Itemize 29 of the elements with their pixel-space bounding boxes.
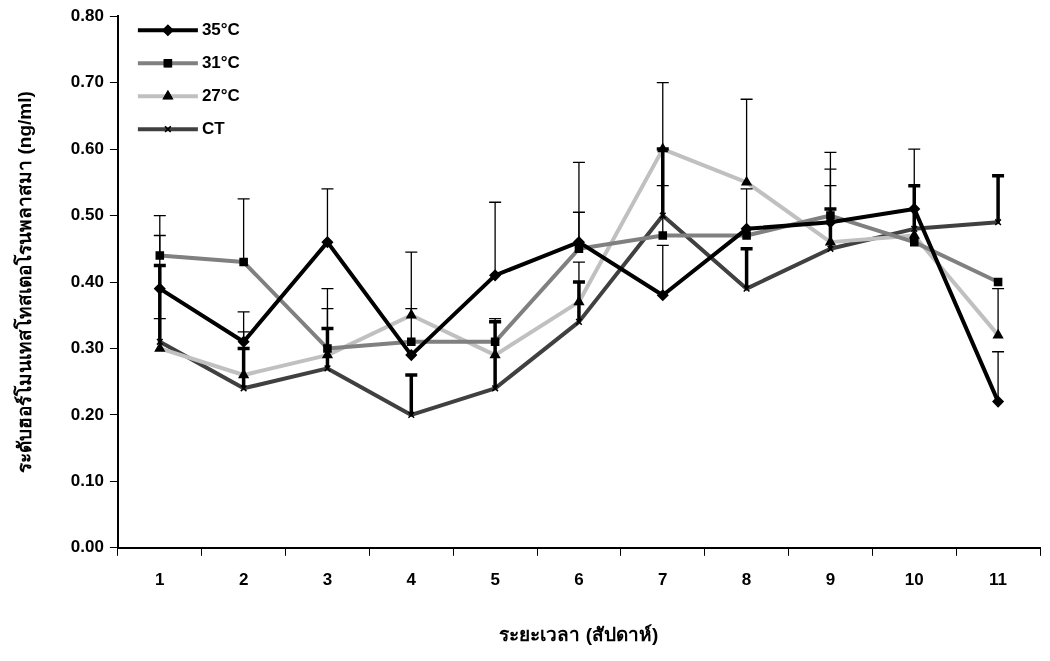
- x-tick-label: 9: [825, 569, 836, 589]
- legend-label: 35°C: [201, 19, 240, 39]
- x-tick-label: 1: [155, 569, 165, 589]
- legend-label: 31°C: [201, 52, 240, 72]
- y-tick-label: 0.00: [70, 537, 104, 557]
- y-tick-label: 0.80: [70, 5, 104, 25]
- y-axis-title: ระดับฮอร์โมนเทสโทสเตอโรนพลาสมา (ng/ml): [12, 91, 35, 473]
- point: [321, 236, 334, 248]
- point: [657, 289, 669, 302]
- x-tick-label: 4: [406, 569, 417, 589]
- x-tick-label: 2: [238, 569, 249, 589]
- x-tick-label: 8: [741, 569, 752, 589]
- y-tick-label: 0.60: [70, 138, 104, 158]
- x-tick-label: 3: [322, 569, 333, 589]
- legend-label: 27°C: [201, 85, 240, 105]
- y-tick-label: 0.10: [70, 471, 104, 491]
- y-tick-label: 0.40: [70, 271, 104, 291]
- y-tick-label: 0.30: [70, 338, 104, 358]
- y-tick-label: 0.70: [70, 72, 104, 92]
- x-tick-label: 11: [989, 569, 1008, 589]
- x-tick-label: 7: [658, 569, 668, 589]
- legend-label: CT: [201, 118, 226, 138]
- x-axis-title: ระยะเวลา (สัปดาห์): [499, 623, 659, 645]
- x-tick-label: 10: [904, 569, 924, 589]
- point: [405, 349, 418, 361]
- y-tick-label: 0.50: [70, 205, 104, 225]
- x-tick-label: 5: [490, 569, 500, 589]
- x-tick-label: 6: [574, 569, 584, 589]
- y-tick-label: 0.20: [70, 404, 104, 424]
